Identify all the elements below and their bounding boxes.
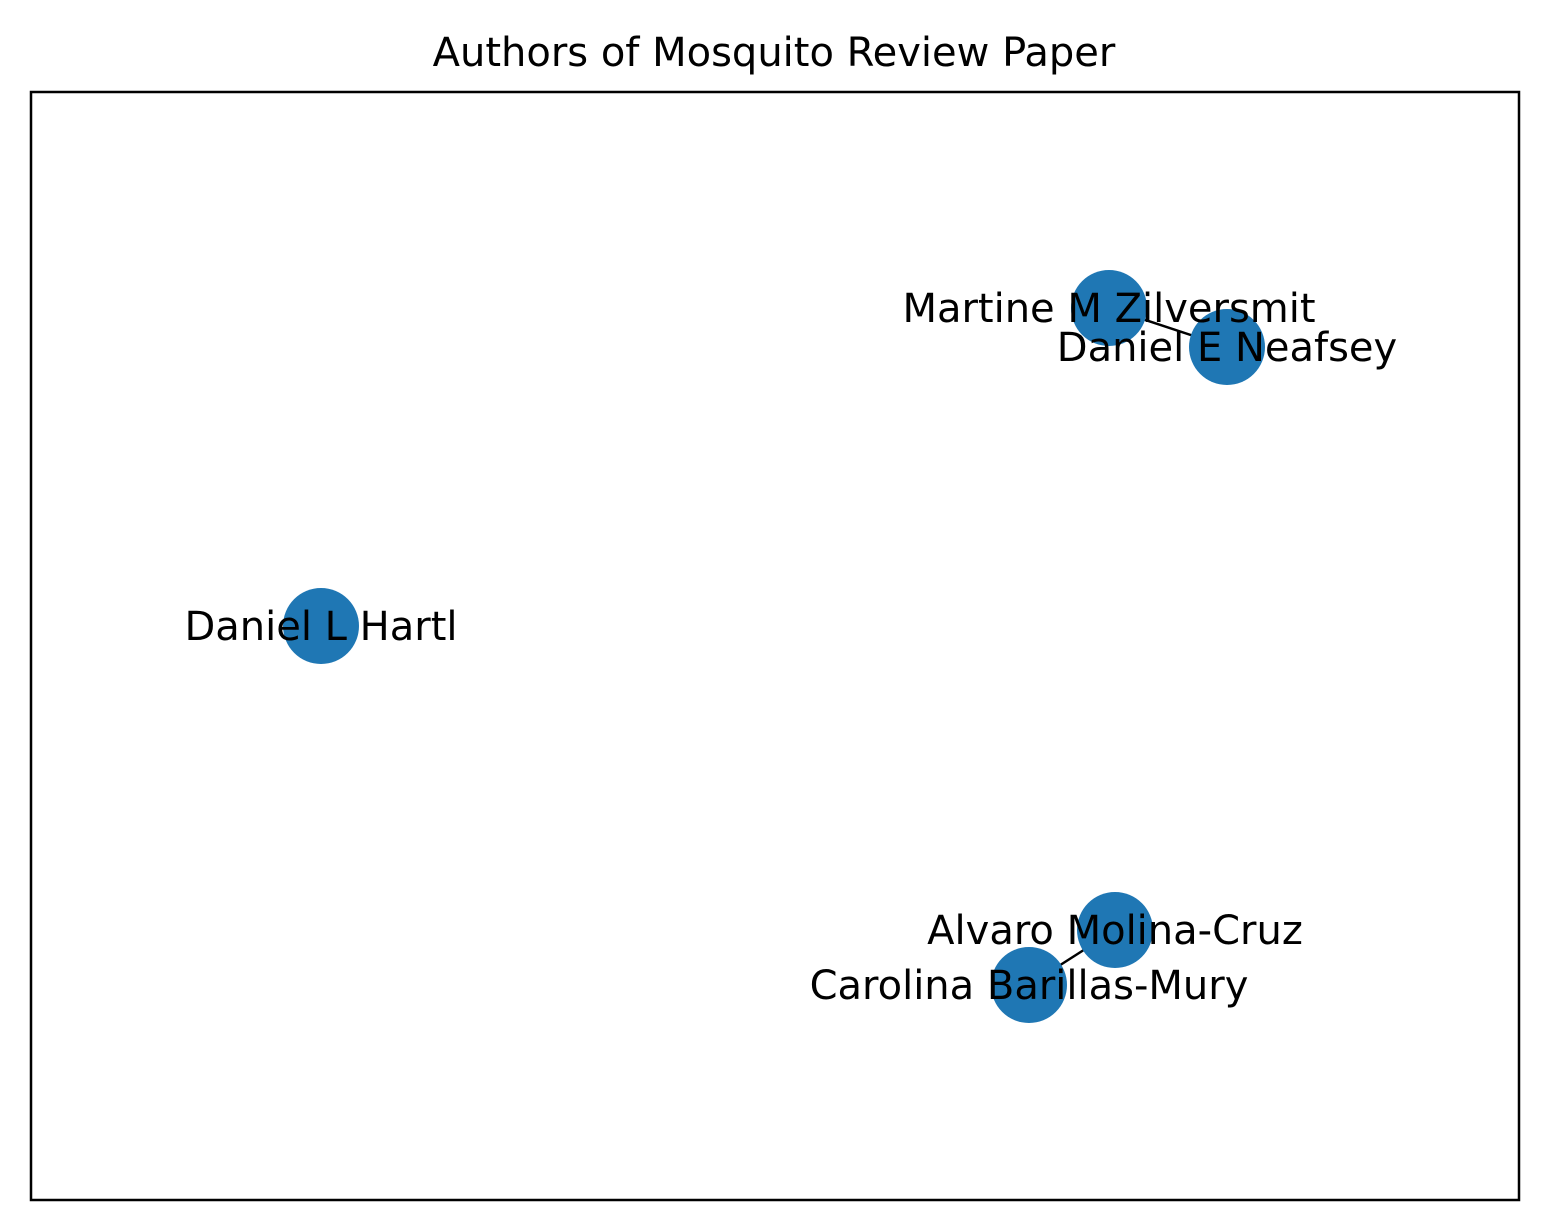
node-hartl [283, 588, 359, 664]
node-zilversmit [1071, 270, 1147, 346]
node-neafsey [1189, 309, 1265, 385]
node-barillas [991, 947, 1067, 1023]
node-molina [1077, 892, 1153, 968]
edges-layer [1028, 306, 1228, 987]
node-label-neafsey: Daniel E Neafsey [1057, 325, 1397, 371]
figure-title: Authors of Mosquito Review Paper [433, 30, 1116, 76]
plot-frame [29, 90, 1521, 1202]
nodes-layer [283, 270, 1265, 1023]
node-label-hartl: Daniel L Hartl [184, 604, 457, 650]
node-label-molina: Alvaro Molina-Cruz [927, 908, 1303, 954]
node-label-barillas: Carolina Barillas-Mury [810, 963, 1249, 1009]
node-label-zilversmit: Martine M Zilversmit [902, 286, 1315, 332]
